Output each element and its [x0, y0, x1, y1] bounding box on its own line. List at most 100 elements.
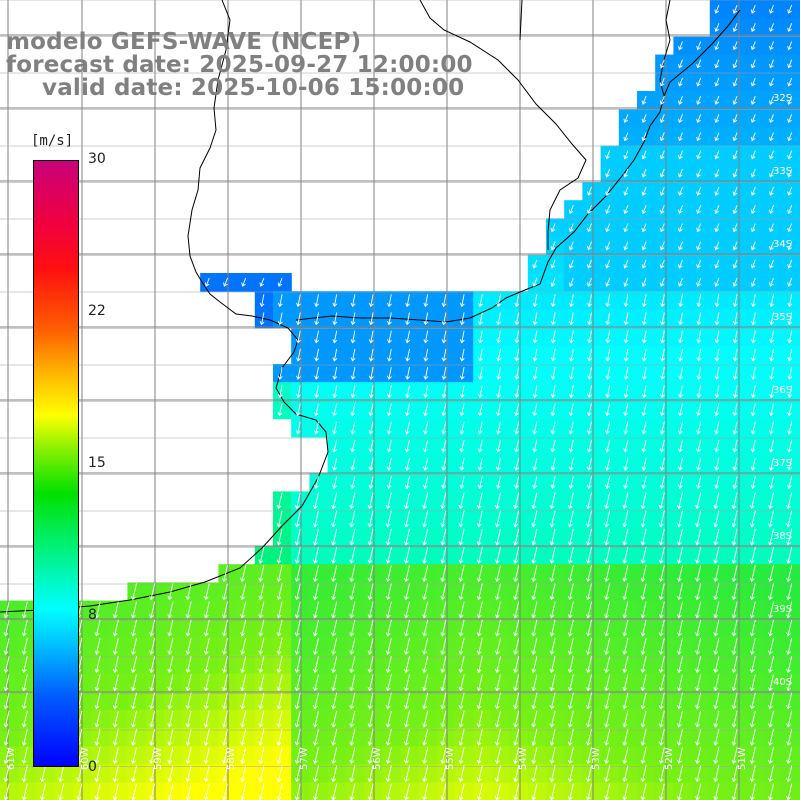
wind-speed-cell — [327, 655, 347, 674]
wind-speed-cell — [764, 200, 784, 219]
wind-arrow — [749, 601, 756, 619]
wind-speed-cell — [273, 691, 292, 711]
wind-speed-cell — [673, 291, 693, 310]
wind-arrow — [623, 385, 629, 399]
wind-speed-cell — [709, 637, 729, 656]
wind-arrow — [441, 348, 447, 362]
wind-speed-cell — [436, 455, 456, 474]
wind-arrow — [787, 241, 793, 251]
wind-arrow — [277, 277, 283, 287]
wind-speed-cell — [582, 364, 602, 383]
wind-speed-cell — [236, 764, 256, 784]
wind-arrow — [678, 114, 683, 124]
wind-arrow — [477, 476, 483, 490]
wind-speed-cell — [546, 618, 565, 638]
wind-speed-cell — [309, 546, 329, 565]
longitude-label: 54W — [518, 747, 529, 770]
wind-arrow — [240, 765, 247, 783]
wind-speed-cell — [127, 600, 147, 620]
wind-arrow — [94, 710, 101, 728]
wind-speed-cell — [364, 473, 383, 492]
wind-speed-cell — [564, 637, 583, 656]
wind-arrow — [531, 565, 538, 583]
wind-speed-cell — [637, 473, 656, 492]
wind-speed-cell — [527, 637, 547, 656]
wind-speed-cell — [436, 345, 456, 365]
wind-arrow — [495, 476, 501, 490]
wind-speed-cell — [618, 600, 638, 620]
wind-speed-cell — [127, 673, 147, 693]
wind-arrow — [713, 510, 720, 528]
wind-speed-cell — [309, 691, 329, 711]
wind-speed-cell — [491, 418, 511, 438]
wind-speed-cell — [473, 400, 492, 420]
wind-speed-cell — [764, 54, 784, 74]
wind-speed-cell — [691, 218, 711, 238]
wind-speed-cell — [637, 746, 656, 765]
wind-arrow — [569, 348, 574, 362]
wind-arrow — [731, 692, 738, 710]
wind-speed-cell — [764, 455, 784, 474]
wind-speed-cell — [709, 236, 729, 256]
wind-arrow — [787, 476, 793, 490]
wind-speed-cell — [418, 527, 438, 547]
wind-speed-cell — [418, 473, 438, 492]
wind-arrow — [441, 476, 447, 490]
wind-arrow — [623, 241, 629, 251]
wind-speed-cell — [600, 691, 620, 711]
wind-arrow — [513, 710, 520, 728]
wind-speed-cell — [455, 527, 474, 547]
wind-arrow — [567, 601, 574, 619]
wind-speed-cell — [491, 618, 511, 638]
wind-speed-cell — [709, 618, 729, 638]
wind-speed-cell — [345, 418, 365, 438]
wind-speed-cell — [163, 746, 183, 765]
wind-arrow — [749, 619, 756, 637]
wind-arrow — [659, 168, 665, 178]
wind-arrow — [385, 765, 392, 783]
wind-arrow — [385, 710, 392, 728]
wind-arrow — [751, 312, 756, 326]
wind-arrow — [404, 546, 410, 564]
wind-arrow — [531, 601, 538, 619]
colorbar-tick-8: 8 — [88, 607, 97, 623]
wind-speed-cell — [728, 200, 747, 219]
wind-speed-cell — [382, 473, 401, 492]
wind-speed-cell — [764, 527, 784, 547]
wind-speed-cell — [309, 782, 329, 800]
wind-speed-cell — [364, 309, 383, 329]
wind-speed-cell — [527, 473, 547, 492]
wind-speed-cell — [491, 400, 511, 420]
wind-speed-cell — [728, 236, 747, 256]
wind-speed-cell — [327, 746, 347, 765]
wind-arrow — [313, 710, 319, 728]
wind-speed-cell — [691, 764, 711, 784]
wind-speed-cell — [564, 546, 583, 565]
wind-speed-cell — [782, 182, 800, 201]
wind-speed-cell — [109, 764, 128, 784]
wind-arrow — [422, 492, 429, 510]
wind-arrow — [367, 637, 374, 655]
wind-arrow — [112, 765, 119, 783]
wind-arrow — [349, 565, 356, 583]
wind-speed-cell — [655, 200, 674, 219]
wind-speed-cell — [637, 600, 656, 620]
wind-speed-cell — [327, 491, 347, 511]
wind-arrow — [385, 619, 392, 637]
wind-speed-cell — [782, 327, 800, 347]
wind-speed-cell — [546, 327, 565, 347]
wind-speed-cell — [764, 254, 784, 274]
wind-speed-cell — [637, 200, 656, 219]
wind-arrow — [459, 421, 465, 435]
wind-arrow — [751, 330, 756, 344]
wind-speed-cell — [600, 236, 620, 256]
wind-speed-cell — [273, 655, 292, 674]
wind-speed-cell — [782, 309, 800, 329]
wind-speed-cell — [600, 200, 620, 219]
wind-speed-cell — [746, 91, 765, 110]
wind-speed-cell — [637, 145, 656, 165]
wind-speed-cell — [546, 309, 565, 329]
wind-speed-cell — [582, 345, 602, 365]
wind-arrow — [495, 747, 501, 765]
wind-arrow — [368, 476, 374, 490]
